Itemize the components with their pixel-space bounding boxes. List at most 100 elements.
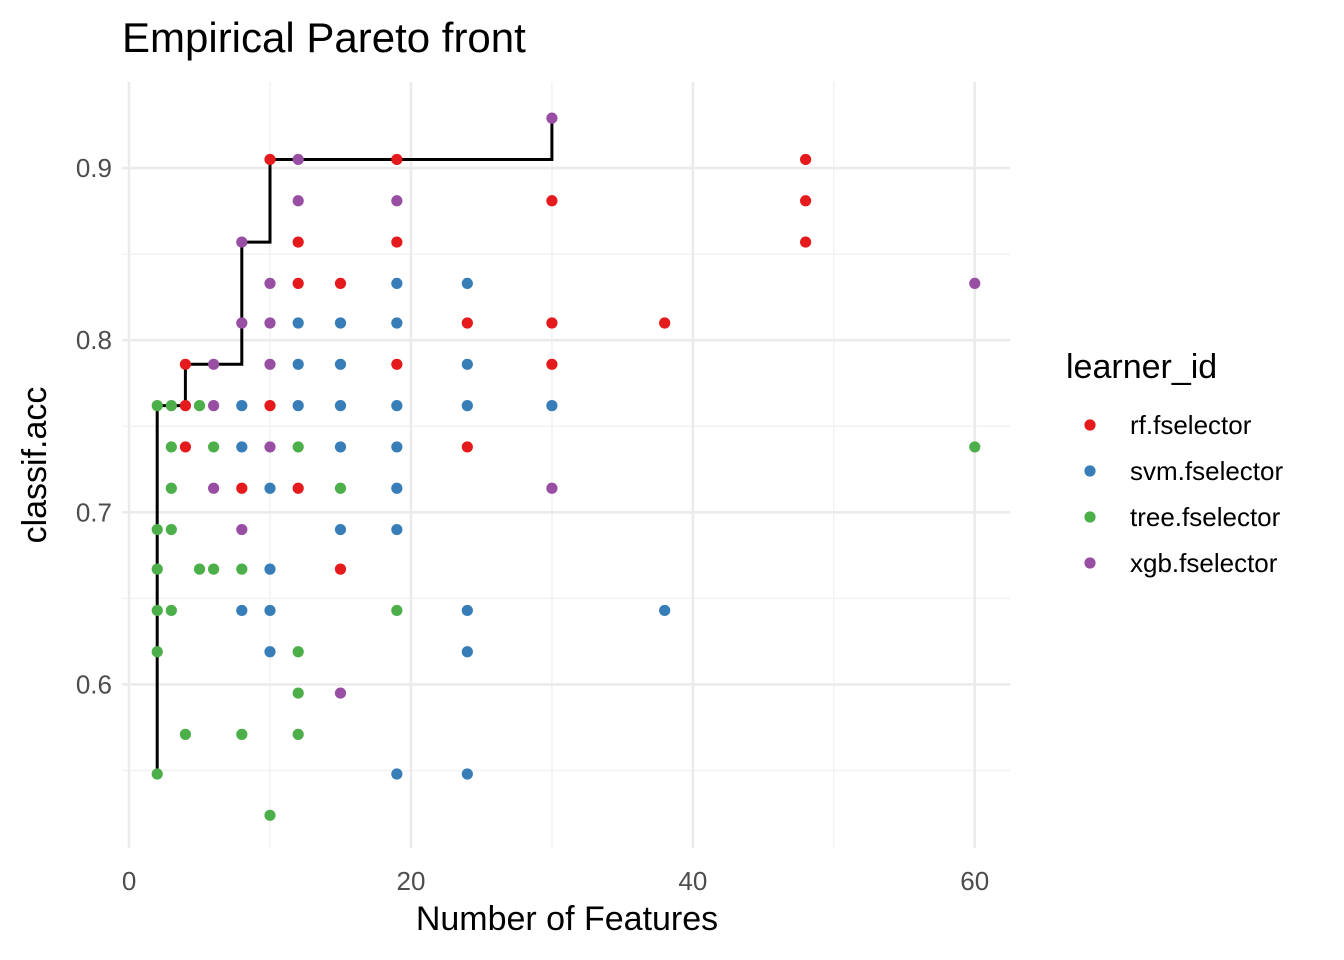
data-point-xgb-fselector [546, 482, 558, 494]
data-point-xgb-fselector [236, 523, 248, 536]
x-axis-ticks: 0 20 40 60 [122, 866, 989, 896]
data-point-tree-fselector [151, 523, 163, 536]
data-point-tree-fselector [391, 604, 403, 617]
legend-key-rf-fselector [1084, 419, 1096, 431]
x-tick-label: 40 [678, 866, 707, 896]
data-point-svm-fselector [391, 400, 403, 412]
legend-label: rf.fselector [1130, 410, 1252, 440]
data-point-rf-fselector [179, 358, 192, 370]
data-point-tree-fselector [165, 604, 177, 617]
data-point-rf-fselector [292, 277, 304, 289]
data-point-svm-fselector [546, 400, 558, 412]
data-point-rf-fselector [264, 153, 276, 166]
data-point-svm-fselector [236, 604, 248, 617]
data-point-tree-fselector [151, 604, 163, 617]
x-axis-title: Number of Features [416, 900, 718, 938]
data-point-tree-fselector [969, 441, 981, 453]
data-point-svm-fselector [334, 317, 347, 329]
data-point-tree-fselector [151, 563, 163, 575]
data-point-rf-fselector [179, 441, 192, 453]
data-point-svm-fselector [334, 358, 347, 370]
data-point-tree-fselector [165, 441, 177, 453]
data-point-svm-fselector [264, 646, 276, 658]
data-point-rf-fselector [461, 317, 473, 329]
data-point-svm-fselector [264, 482, 276, 494]
data-point-xgb-fselector [264, 277, 276, 289]
data-point-svm-fselector [391, 441, 403, 453]
legend-title: learner_id [1066, 348, 1217, 386]
chart-title: Empirical Pareto front [122, 14, 526, 61]
legend-items: rf.fselector svm.fselector tree.fselector x… [1084, 410, 1283, 578]
data-point-tree-fselector [151, 400, 163, 412]
data-point-svm-fselector [391, 277, 403, 289]
data-point-xgb-fselector [292, 153, 304, 166]
grid [122, 82, 1010, 848]
data-point-xgb-fselector [236, 236, 248, 248]
data-point-svm-fselector [461, 604, 473, 617]
data-point-rf-fselector [179, 400, 192, 412]
data-point-svm-fselector [659, 604, 671, 617]
data-point-svm-fselector [334, 400, 347, 412]
data-point-tree-fselector [208, 563, 220, 575]
data-point-rf-fselector [800, 236, 812, 248]
y-tick-label: 0.9 [76, 153, 112, 183]
y-axis-ticks: 0.6 0.7 0.8 0.9 [76, 153, 112, 699]
data-point-svm-fselector [292, 400, 304, 412]
data-point-rf-fselector [236, 482, 248, 494]
data-point-rf-fselector [659, 317, 671, 329]
data-point-rf-fselector [334, 563, 347, 575]
data-point-svm-fselector [461, 277, 473, 289]
data-point-svm-fselector [334, 441, 347, 453]
data-point-svm-fselector [461, 358, 473, 370]
y-axis-title: classif.acc [16, 387, 54, 544]
data-point-svm-fselector [461, 646, 473, 658]
data-point-svm-fselector [292, 317, 304, 329]
data-point-tree-fselector [165, 482, 177, 494]
data-point-rf-fselector [546, 358, 558, 370]
x-tick-label: 60 [960, 866, 989, 896]
data-point-tree-fselector [334, 482, 347, 494]
data-point-tree-fselector [292, 728, 304, 740]
data-point-tree-fselector [292, 687, 304, 699]
data-point-svm-fselector [391, 317, 403, 329]
data-point-rf-fselector [461, 441, 473, 453]
y-tick-label: 0.7 [76, 497, 112, 527]
data-point-svm-fselector [264, 563, 276, 575]
x-tick-label: 0 [122, 866, 136, 896]
data-point-tree-fselector [193, 563, 206, 575]
data-point-tree-fselector [165, 523, 177, 536]
data-point-svm-fselector [236, 400, 248, 412]
data-point-rf-fselector [292, 236, 304, 248]
x-tick-label: 20 [396, 866, 425, 896]
data-point-tree-fselector [193, 400, 206, 412]
data-point-svm-fselector [461, 768, 473, 780]
data-point-xgb-fselector [292, 195, 304, 207]
data-point-svm-fselector [264, 604, 276, 617]
data-point-rf-fselector [264, 400, 276, 412]
legend-label: svm.fselector [1130, 456, 1283, 486]
data-point-xgb-fselector [236, 317, 248, 329]
data-point-tree-fselector [236, 728, 248, 740]
data-point-rf-fselector [292, 482, 304, 494]
legend-label: tree.fselector [1130, 502, 1281, 532]
data-point-xgb-fselector [334, 687, 347, 699]
data-point-tree-fselector [151, 768, 163, 780]
legend-key-svm-fselector [1084, 465, 1096, 477]
data-point-xgb-fselector [264, 441, 276, 453]
data-point-tree-fselector [236, 563, 248, 575]
legend-label: xgb.fselector [1130, 548, 1278, 578]
data-point-rf-fselector [334, 277, 347, 289]
data-point-rf-fselector [391, 153, 403, 166]
data-point-xgb-fselector [208, 482, 220, 494]
legend-key-xgb-fselector [1084, 557, 1096, 569]
data-point-svm-fselector [461, 400, 473, 412]
points [151, 112, 981, 821]
legend-key-tree-fselector [1084, 511, 1096, 523]
data-point-tree-fselector [292, 441, 304, 453]
data-point-svm-fselector [391, 768, 403, 780]
data-point-xgb-fselector [969, 277, 981, 289]
data-point-tree-fselector [151, 646, 163, 658]
data-point-tree-fselector [179, 728, 192, 740]
data-point-svm-fselector [391, 523, 403, 536]
